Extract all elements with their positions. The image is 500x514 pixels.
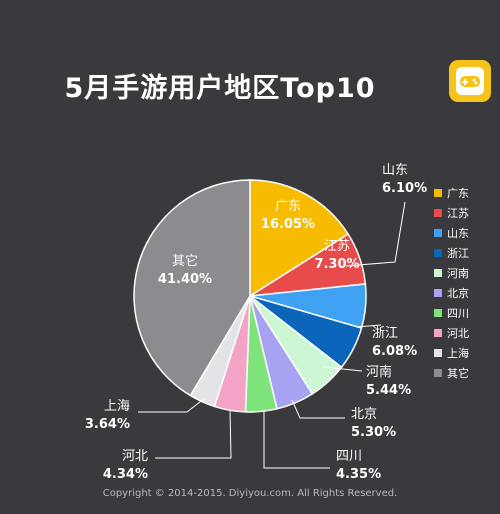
legend-swatch — [434, 349, 442, 357]
legend-label: 广东 — [447, 187, 469, 200]
slice-value: 5.44% — [366, 383, 411, 398]
legend-label: 其它 — [447, 366, 469, 380]
slice-label: 四川 — [336, 449, 362, 464]
slice-value: 6.08% — [372, 344, 417, 359]
slice-value: 16.05% — [261, 217, 315, 232]
legend-swatch — [434, 209, 442, 217]
leader-line — [322, 366, 363, 372]
slice-label: 广东 — [275, 199, 301, 214]
slice-value: 5.30% — [351, 425, 396, 440]
legend-swatch — [434, 309, 442, 317]
legend-label: 河北 — [447, 327, 469, 340]
game-controller-icon — [449, 60, 491, 102]
legend-swatch — [434, 289, 442, 297]
slice-label: 山东 — [382, 163, 408, 178]
slice-label: 河北 — [122, 449, 148, 464]
legend-label: 四川 — [447, 307, 469, 320]
legend-swatch — [434, 369, 442, 377]
legend-label: 江苏 — [447, 207, 469, 220]
leader-line — [345, 201, 406, 267]
leader-line — [355, 324, 382, 328]
slice-label: 河南 — [366, 364, 392, 380]
slice-label: 上海 — [104, 399, 130, 414]
pie-slice — [133, 179, 251, 397]
slice-label: 其它 — [172, 253, 198, 269]
chart-title: 5月手游用户地区Top10 — [64, 73, 376, 104]
legend-label: 浙江 — [447, 247, 469, 260]
legend-label: 山东 — [447, 227, 469, 240]
slice-value: 6.10% — [382, 181, 427, 196]
slice-label: 江苏 — [324, 238, 350, 254]
slice-label: 浙江 — [372, 326, 398, 341]
legend-swatch — [434, 249, 442, 257]
leader-line — [263, 410, 330, 469]
leader-line — [138, 397, 206, 413]
legend-label: 北京 — [447, 286, 469, 300]
slice-value: 7.30% — [314, 257, 359, 272]
slice-value: 4.34% — [103, 467, 148, 482]
leader-line — [155, 409, 232, 459]
legend-swatch — [434, 269, 442, 277]
leader-line — [291, 399, 345, 419]
slice-label: 北京 — [351, 407, 377, 422]
pie-slice — [249, 179, 350, 298]
slice-value: 3.64% — [85, 417, 130, 432]
slice-value: 41.40% — [158, 272, 212, 287]
copyright-text: Copyright © 2014-2015. Diyiyou.com. All … — [102, 488, 398, 499]
slice-value: 4.35% — [336, 467, 381, 482]
legend-label: 上海 — [447, 346, 469, 360]
legend-label: 河南 — [447, 267, 469, 280]
legend-swatch — [434, 329, 442, 337]
legend-swatch — [434, 229, 442, 237]
legend-swatch — [434, 189, 442, 197]
